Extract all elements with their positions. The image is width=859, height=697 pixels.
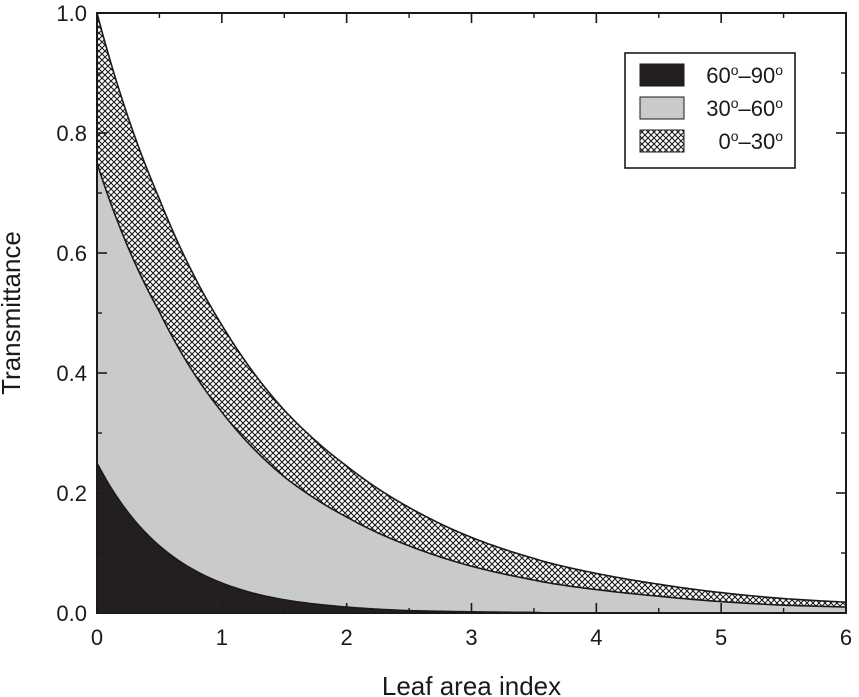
- x-tick-label: 6: [840, 625, 852, 650]
- area-series-0: [97, 463, 846, 613]
- y-tick-label: 0.0: [56, 601, 87, 626]
- legend-swatch: [639, 96, 685, 120]
- area-series-1: [97, 163, 846, 613]
- x-tick-label: 0: [91, 625, 103, 650]
- legend-swatch: [639, 129, 685, 153]
- curve-line-2: [96, 12, 847, 603]
- x-tick-label: 1: [216, 625, 228, 650]
- tick-labels-group: 0 1 2 3 4 5 6 0.0 0.2 0.4 0.6 0.8 1.0: [56, 1, 852, 650]
- x-tick-label: 3: [465, 625, 477, 650]
- area-series-2: [97, 13, 846, 607]
- x-tick-label: 5: [715, 625, 727, 650]
- x-tick-label: 2: [341, 625, 353, 650]
- x-tick-label: 4: [590, 625, 602, 650]
- y-tick-label: 0.6: [56, 241, 87, 266]
- y-tick-label: 0.2: [56, 481, 87, 506]
- y-tick-label: 0.8: [56, 121, 87, 146]
- legend-label: 60o–90o: [706, 62, 783, 88]
- curve-line-1: [96, 162, 847, 608]
- x-axis-label: Leaf area index: [382, 671, 561, 697]
- axis-ticks-group: [96, 12, 847, 614]
- y-tick-label: 0.4: [56, 361, 87, 386]
- legend-swatch: [639, 63, 685, 87]
- legend-label: 30o–60o: [706, 95, 783, 121]
- legend: 60o–90o 30o–60o 0o–30o: [624, 52, 796, 169]
- area-series-group: [97, 13, 846, 613]
- legend-label: 0o–30o: [718, 128, 783, 154]
- y-axis-label: Transmittance: [0, 231, 26, 395]
- y-tick-label: 1.0: [56, 1, 87, 26]
